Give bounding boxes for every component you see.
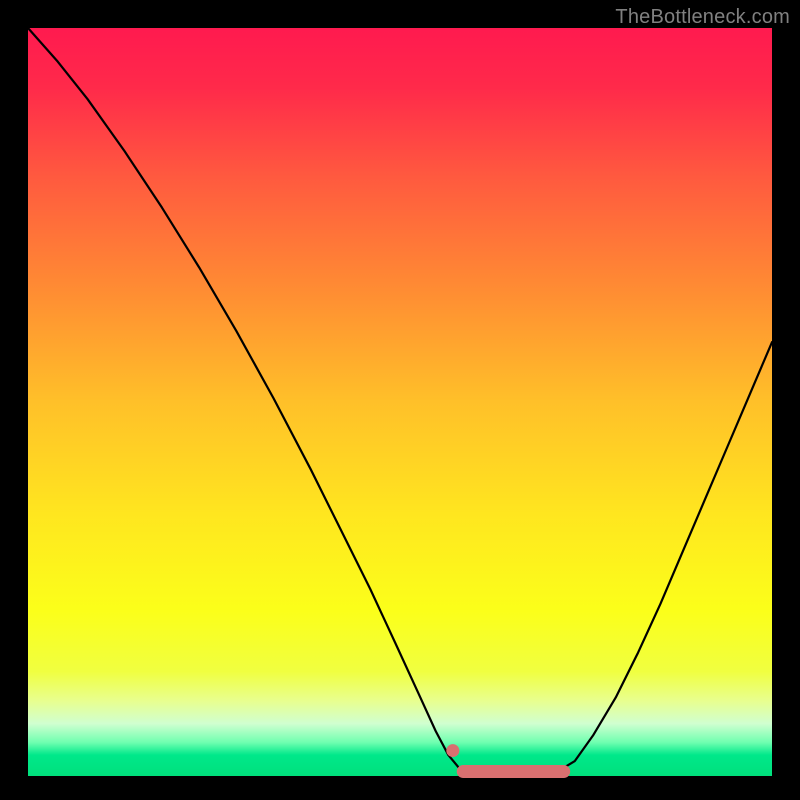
optimal-range-bar: [457, 765, 570, 778]
chart-plot-area: [28, 28, 772, 776]
optimal-point-dot: [446, 744, 459, 757]
bottleneck-chart: [0, 0, 800, 800]
watermark-text: TheBottleneck.com: [615, 6, 790, 29]
